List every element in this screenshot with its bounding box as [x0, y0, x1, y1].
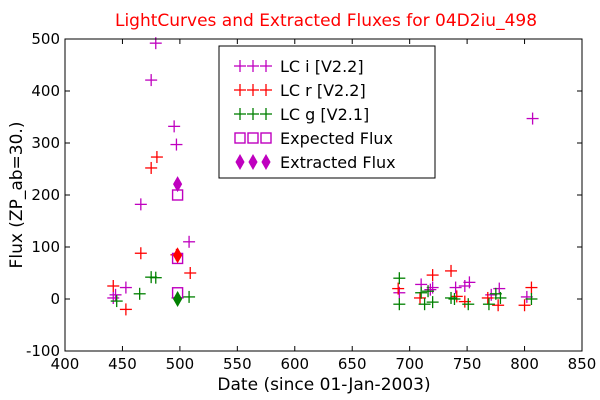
x-tick-label: 850: [568, 355, 597, 373]
plus-point: [119, 303, 132, 316]
plus-point: [393, 272, 406, 285]
plus-point: [184, 267, 197, 279]
diamond-point: [173, 290, 183, 308]
legend-marker: [260, 108, 272, 120]
x-tick-label: 550: [223, 355, 252, 373]
plus-point: [133, 287, 146, 300]
plus-point: [518, 299, 531, 312]
legend-marker: [234, 84, 246, 96]
legend-marker: [234, 60, 246, 72]
plus-point: [450, 290, 463, 303]
plus-point: [414, 291, 427, 304]
legend-label: Extracted Flux: [280, 153, 396, 172]
plus-point: [462, 298, 475, 311]
y-axis-label: Flux (ZP_ab=30.): [7, 122, 27, 269]
plus-point: [526, 112, 539, 125]
y-tick-label: 200: [31, 186, 60, 204]
legend-marker: [234, 132, 246, 144]
x-tick-label: 700: [395, 355, 424, 373]
legend-marker: [235, 153, 245, 171]
y-tick-label: 0: [50, 290, 60, 308]
plus-point: [392, 282, 405, 295]
plus-point: [145, 74, 158, 87]
plus-point: [445, 264, 458, 277]
y-tick-label: -100: [26, 342, 60, 360]
legend-label: LC r [V2.2]: [280, 81, 366, 100]
plus-point: [183, 235, 196, 248]
plus-point: [168, 120, 181, 133]
legend-label: LC g [V2.1]: [280, 105, 369, 124]
legend-label: Expected Flux: [280, 129, 393, 148]
x-axis-label: Date (since 01-Jan-2003): [217, 375, 430, 395]
diamond-point: [173, 247, 183, 264]
chart-title: LightCurves and Extracted Fluxes for 04D…: [115, 11, 537, 31]
plus-point: [134, 198, 147, 211]
plus-point: [418, 298, 431, 311]
y-tick-label: 400: [31, 82, 60, 100]
legend-marker: [260, 132, 272, 144]
y-tick-label: 100: [31, 238, 60, 256]
plus-point: [145, 161, 158, 174]
plus-point: [424, 283, 437, 296]
x-tick-label: 600: [280, 355, 309, 373]
x-tick-label: 750: [453, 355, 482, 373]
legend-marker: [261, 153, 271, 171]
plot-frame: [64, 38, 583, 352]
legend-marker: [247, 60, 259, 72]
plus-point: [109, 288, 122, 301]
data-points: [107, 37, 539, 316]
legend-marker: [234, 108, 246, 120]
x-tick-label: 800: [510, 355, 539, 373]
legend-marker: [260, 60, 272, 72]
plus-point: [426, 269, 439, 282]
plus-point: [393, 298, 406, 311]
x-tick-label: 650: [338, 355, 367, 373]
axis-ticks: 400 450 500 550 600 650 700 750 800 850 -100 0 100 20…: [26, 30, 596, 373]
legend-marker: [260, 84, 272, 96]
y-tick-label: 300: [31, 134, 60, 152]
plus-point: [525, 293, 538, 305]
plus-point: [119, 281, 132, 294]
plus-point: [492, 299, 505, 312]
legend-box: [218, 45, 436, 179]
plus-point: [449, 281, 462, 294]
plus-point: [422, 285, 435, 298]
plus-point: [525, 281, 538, 294]
plus-point: [415, 286, 428, 299]
series-4: [173, 176, 183, 308]
plus-point: [150, 151, 163, 164]
chart-legend: LC i [V2.2] LC r [V2.2] LC g [V2.1] Expecte…: [218, 45, 436, 179]
plus-point: [494, 291, 507, 304]
diamond-point: [173, 176, 183, 193]
legend-label: LC i [V2.2]: [280, 57, 364, 76]
plus-point: [183, 290, 196, 303]
plus-point: [448, 293, 461, 305]
legend-marker: [247, 132, 259, 144]
x-tick-label: 400: [51, 355, 80, 373]
legend-marker: [247, 84, 259, 96]
plus-point: [134, 247, 147, 260]
x-tick-label: 500: [166, 355, 195, 373]
series-1: [107, 151, 538, 316]
x-tick-label: 450: [108, 355, 137, 373]
series-0: [107, 37, 539, 304]
legend-marker: [248, 153, 258, 171]
plus-point: [463, 276, 476, 289]
plus-point: [426, 296, 439, 309]
plus-point: [149, 271, 162, 284]
plus-point: [482, 298, 495, 311]
y-tick-label: 500: [31, 30, 60, 48]
plus-point: [107, 280, 120, 292]
plus-point: [481, 291, 494, 304]
plus-point: [170, 138, 183, 151]
legend-marker: [247, 108, 259, 120]
plus-point: [110, 295, 123, 308]
